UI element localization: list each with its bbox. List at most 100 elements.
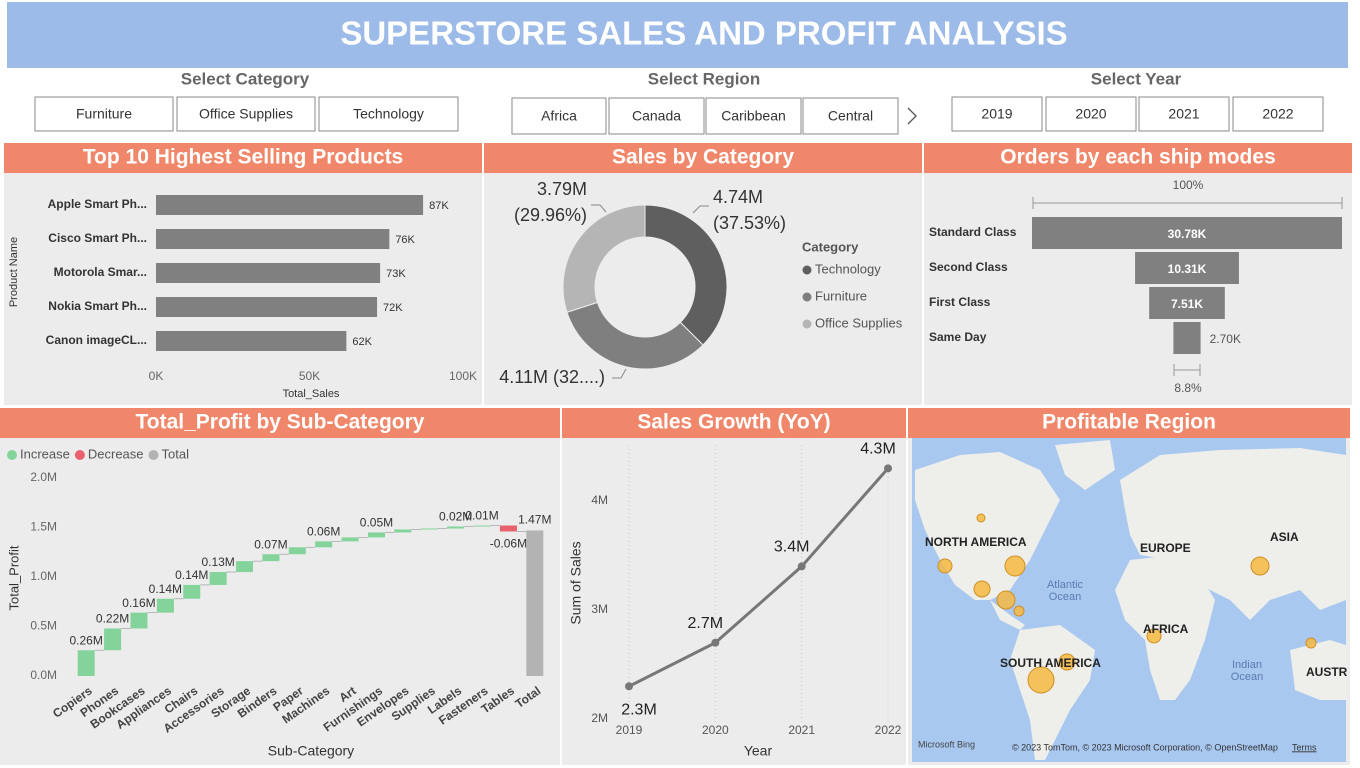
slicer-next[interactable] <box>907 107 917 125</box>
land <box>1115 555 1215 700</box>
waterfall-bar[interactable] <box>130 612 148 629</box>
slicer-item[interactable]: Central <box>828 108 873 124</box>
category-label: Motorola Smar... <box>54 265 147 279</box>
y-tick-label: 0.0M <box>30 668 57 682</box>
y-tick-label: 1.5M <box>30 520 57 534</box>
y-tick-label: 0.5M <box>30 619 57 633</box>
panel-title: Orders by each ship modes <box>1000 146 1275 169</box>
data-label: 87K <box>429 200 449 212</box>
slicer-button[interactable] <box>318 96 459 132</box>
land <box>990 600 1025 630</box>
data-label: 3.4M <box>774 539 810 556</box>
x-tick-label: 0K <box>149 369 164 383</box>
point[interactable] <box>797 562 806 571</box>
map-logo: Microsoft Bing <box>918 739 975 749</box>
map-bubble[interactable] <box>1013 605 1025 617</box>
waterfall-bar[interactable] <box>447 526 465 529</box>
data-label: 0.22M <box>96 612 129 626</box>
slicer-item[interactable]: Office Supplies <box>199 106 293 122</box>
x-tick-label: 50K <box>299 369 320 383</box>
point[interactable] <box>625 682 633 691</box>
x-tick-label: 2021 <box>788 723 815 737</box>
waterfall-bar[interactable] <box>473 525 491 527</box>
legend-swatch <box>74 450 85 460</box>
pie-slice[interactable] <box>562 204 646 313</box>
slicer-button[interactable] <box>1232 96 1324 132</box>
legend-label[interactable]: Technology <box>815 261 881 276</box>
pie-slice[interactable] <box>644 204 728 346</box>
waterfall-bar[interactable] <box>499 525 517 532</box>
slicer-item[interactable]: Africa <box>541 108 577 124</box>
pie-slice[interactable] <box>566 301 704 370</box>
slicer-item[interactable]: 2022 <box>1262 106 1293 122</box>
slicer-item[interactable]: Canada <box>632 108 681 124</box>
map-bubble[interactable] <box>937 558 953 574</box>
category-label: Standard Class <box>929 225 1017 239</box>
slicer-item[interactable]: 2020 <box>1075 106 1106 122</box>
legend-label[interactable]: Furniture <box>815 288 867 303</box>
waterfall-bar[interactable] <box>104 628 122 651</box>
bar[interactable] <box>156 297 378 317</box>
slicer-button[interactable] <box>802 97 899 135</box>
bar[interactable] <box>156 331 347 351</box>
panel-title: Sales by Category <box>612 146 794 169</box>
leader-line <box>591 204 607 213</box>
waterfall-bar[interactable] <box>367 532 385 538</box>
map-bubble[interactable] <box>973 580 991 598</box>
data-label: 0.14M <box>149 582 182 596</box>
slicer-item[interactable]: Caribbean <box>721 108 786 124</box>
legend-label[interactable]: Office Supplies <box>815 315 903 330</box>
slicer-item[interactable]: Technology <box>353 106 424 122</box>
point[interactable] <box>884 464 892 473</box>
waterfall-bar[interactable] <box>262 554 280 562</box>
map-bubble[interactable] <box>1027 666 1055 694</box>
total-bar[interactable] <box>526 530 544 676</box>
slicer-button[interactable] <box>176 96 316 132</box>
bar[interactable] <box>156 229 390 249</box>
waterfall-bar[interactable] <box>394 529 412 533</box>
slicer-button[interactable] <box>34 96 174 132</box>
waterfall-bar[interactable] <box>183 584 201 599</box>
waterfall-bar[interactable] <box>209 572 227 585</box>
slicer-button[interactable] <box>951 96 1043 132</box>
waterfall-bar[interactable] <box>236 561 254 573</box>
waterfall-bar[interactable] <box>288 547 306 555</box>
funnel-bar[interactable] <box>1173 322 1201 354</box>
funnel-bar[interactable] <box>1149 287 1225 319</box>
data-label: 2.70K <box>1210 332 1241 346</box>
waterfall-bar[interactable] <box>77 650 95 676</box>
slicer-button[interactable] <box>1045 96 1137 132</box>
slicer-item[interactable]: Furniture <box>76 106 132 122</box>
funnel-bar[interactable] <box>1135 252 1239 284</box>
point[interactable] <box>711 638 720 647</box>
data-label: 0.06M <box>307 525 340 539</box>
waterfall-bar[interactable] <box>315 541 333 548</box>
bracket <box>1032 197 1343 209</box>
bar[interactable] <box>156 195 424 215</box>
slicer-button[interactable] <box>608 97 705 135</box>
map-bubble[interactable] <box>996 590 1016 610</box>
slicer-item[interactable]: 2021 <box>1168 106 1199 122</box>
land <box>1120 448 1346 620</box>
map-terms[interactable]: Terms <box>1292 742 1317 752</box>
bar[interactable] <box>156 263 381 283</box>
data-label: (37.53%) <box>713 213 786 233</box>
slicer-button[interactable] <box>511 97 607 135</box>
slicer-item[interactable]: 2019 <box>981 106 1012 122</box>
slicer-button[interactable] <box>1138 96 1230 132</box>
panel-title-bar <box>562 408 906 438</box>
waterfall-bar[interactable] <box>420 528 438 530</box>
legend-label: Total <box>162 446 190 461</box>
waterfall-bar[interactable] <box>156 598 174 613</box>
map-bubble[interactable] <box>1058 653 1076 671</box>
data-label: 4.11M (32....) <box>499 367 605 387</box>
map-bubble[interactable] <box>1004 555 1026 577</box>
panel-title-bar <box>924 143 1352 173</box>
map-bubble[interactable] <box>1250 556 1270 576</box>
map-bubble[interactable] <box>1146 628 1162 644</box>
waterfall-bar[interactable] <box>341 537 359 542</box>
funnel-bar[interactable] <box>1032 217 1342 249</box>
map-bubble[interactable] <box>1305 637 1317 649</box>
map-bubble[interactable] <box>976 513 986 523</box>
slicer-button[interactable] <box>705 97 802 135</box>
